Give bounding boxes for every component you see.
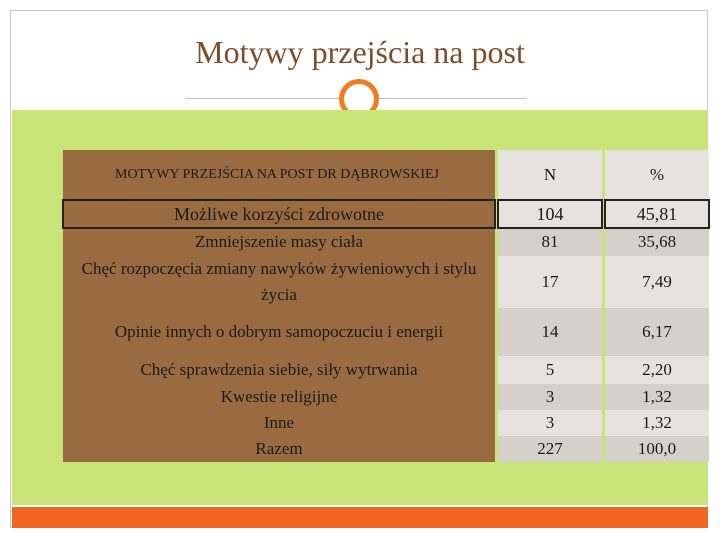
- table-row: MOTYWY PRZEJŚCIA NA POST DR DĄBROWSKIEJ N…: [63, 150, 709, 200]
- cell: 7,49: [605, 256, 709, 308]
- table-row: Chęć rozpoczęcia zmiany nawyków żywienio…: [63, 256, 709, 308]
- table-row: Zmniejszenie masy ciała 81 35,68: [63, 228, 709, 256]
- table: MOTYWY PRZEJŚCIA NA POST DR DĄBROWSKIEJ N…: [60, 150, 712, 462]
- table-row: Możliwe korzyści zdrowotne 104 45,81: [62, 199, 710, 229]
- row-label: Kwestie religijne: [63, 384, 495, 410]
- table-row: Chęć sprawdzenia siebie, siły wytrwania 5…: [63, 356, 709, 384]
- row-label: Chęć rozpoczęcia zmiany nawyków żywienio…: [63, 256, 495, 308]
- table-row: Opinie innych o dobrym samopoczuciu i en…: [63, 308, 709, 356]
- cell: 6,17: [605, 308, 709, 356]
- cell: 45,81: [604, 199, 710, 229]
- cell: 3: [498, 410, 602, 436]
- cell: 100,0: [605, 436, 709, 462]
- footer-bar: [12, 507, 708, 528]
- cell: 2,20: [605, 356, 709, 384]
- row-label: MOTYWY PRZEJŚCIA NA POST DR DĄBROWSKIEJ: [63, 150, 495, 200]
- cell: 14: [498, 308, 602, 356]
- table-row: Kwestie religijne 3 1,32: [63, 384, 709, 410]
- table-row: Inne 3 1,32: [63, 410, 709, 436]
- row-label: Chęć sprawdzenia siebie, siły wytrwania: [63, 356, 495, 384]
- cell: 35,68: [605, 228, 709, 256]
- row-label: Razem: [63, 436, 495, 462]
- slide-title: Motywy przejścia na post: [195, 34, 525, 70]
- cell: %: [605, 150, 709, 200]
- cell: 1,32: [605, 384, 709, 410]
- cell: 17: [498, 256, 602, 308]
- cell: 81: [498, 228, 602, 256]
- cell: N: [498, 150, 602, 200]
- table-row: Razem 227 100,0: [63, 436, 709, 462]
- cell: 227: [498, 436, 602, 462]
- row-label: Możliwe korzyści zdrowotne: [62, 199, 496, 229]
- row-label: Zmniejszenie masy ciała: [63, 228, 495, 256]
- row-label: Inne: [63, 410, 495, 436]
- row-label: Opinie innych o dobrym samopoczuciu i en…: [63, 308, 495, 356]
- cell: 104: [497, 199, 603, 229]
- cell: 3: [498, 384, 602, 410]
- cell: 1,32: [605, 410, 709, 436]
- cell: 5: [498, 356, 602, 384]
- table-body: MOTYWY PRZEJŚCIA NA POST DR DĄBROWSKIEJ N…: [62, 150, 710, 462]
